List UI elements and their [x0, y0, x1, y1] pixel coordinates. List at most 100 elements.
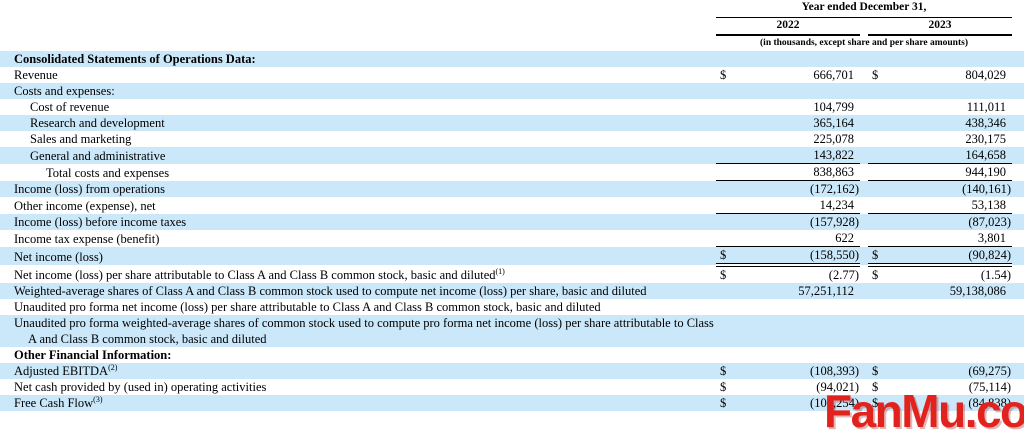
dollar-sign-2022: $ [720, 68, 727, 82]
table-row: Sales and marketing 225,078 230,175 [0, 131, 1024, 147]
row-end-pad [1012, 131, 1024, 147]
dollar-sign-2023 [868, 230, 892, 247]
table-row: Other income (expense), net 14,234 53,13… [0, 197, 1024, 214]
value-2022: 104,799 [813, 100, 854, 114]
row-label: Other Financial Information: [0, 347, 716, 363]
column-gap [860, 197, 868, 214]
units-note-row: (in thousands, except share and per shar… [0, 35, 1024, 51]
value-2023: (140,161) [892, 180, 1013, 197]
table-row: Research and development 365,164 438,346 [0, 115, 1024, 131]
table-row: Consolidated Statements of Operations Da… [0, 51, 1024, 67]
value-2022: 143,822 [740, 147, 860, 164]
column-gap [860, 115, 868, 131]
table-row: Cost of revenue 104,799 111,011 [0, 99, 1024, 115]
table-row: Weighted-average shares of Class A and C… [0, 283, 1024, 299]
row-label-text: Other income (expense), net [14, 198, 156, 213]
row-label-text: Weighted-average shares of Class A and C… [14, 284, 647, 298]
value-2023: 111,011 [966, 100, 1007, 114]
dollar-sign-2023: $ [872, 268, 879, 282]
value-2023: (84,838) [892, 395, 1013, 411]
row-label-text: Income tax expense (benefit) [14, 231, 160, 246]
dollar-sign-2023: $ [868, 363, 892, 379]
value-2023 [892, 83, 1013, 99]
row-label: Research and development [0, 115, 716, 131]
value-2022: 225,078 [813, 132, 854, 146]
row-label-text: Total costs and expenses [46, 165, 170, 180]
table-row: Unaudited pro forma weighted-average sha… [0, 315, 1024, 347]
column-gap [860, 83, 868, 99]
dollar-sign-2022 [716, 213, 740, 230]
column-gap [860, 315, 868, 347]
value-2022 [740, 299, 860, 315]
row-label: Income (loss) from operations [0, 180, 716, 197]
row-label-sup: (1) [495, 266, 505, 276]
row-end-pad [1012, 51, 1024, 67]
table-row: Costs and expenses: [0, 83, 1024, 99]
row-end-pad [1012, 347, 1024, 363]
row-end-pad [1012, 213, 1024, 230]
period-header-row: Year ended December 31, [0, 0, 1024, 18]
table-row: Income (loss) before income taxes (157,9… [0, 213, 1024, 230]
row-label-text: Net cash provided by (used in) operating… [14, 380, 267, 394]
row-label: General and administrative [0, 147, 716, 164]
column-gap [860, 164, 868, 181]
row-end-pad [1012, 180, 1024, 197]
table-row: General and administrative 143,822 164,6… [0, 147, 1024, 164]
financial-statements-section: Year ended December 31, 2022 2023 (in th… [0, 0, 1024, 411]
dollar-sign-2023 [868, 180, 892, 197]
row-label-text: Research and development [30, 116, 165, 130]
row-end-pad [1012, 315, 1024, 347]
value-2022: 14,234 [740, 197, 860, 214]
column-gap [860, 180, 868, 197]
row-label-text: Adjusted EBITDA [14, 364, 109, 378]
dollar-sign-2023 [868, 213, 892, 230]
column-gap [860, 51, 868, 67]
row-label-text: Other Financial Information: [14, 348, 172, 362]
table-row: Total costs and expenses 838,863 944,190 [0, 163, 1024, 181]
period-header: Year ended December 31, [716, 0, 1013, 18]
row-label-text: Consolidated Statements of Operations Da… [14, 52, 256, 66]
dollar-sign-2022: $ [720, 380, 727, 394]
value-2023: 53,138 [892, 197, 1013, 214]
value-2022 [740, 51, 860, 67]
row-label: Free Cash Flow(3) [0, 395, 716, 411]
watermark: FanMu.com [824, 385, 1024, 437]
row-end-pad [1012, 67, 1024, 83]
value-2023 [892, 51, 1013, 67]
dollar-sign-2022 [716, 163, 740, 181]
row-label-text: Cost of revenue [30, 100, 110, 114]
value-2023: 59,138,086 [892, 283, 1013, 299]
value-2023 [892, 315, 1013, 347]
row-label-text: Income (loss) from operations [14, 182, 166, 196]
row-label-text: Costs and expenses: [14, 84, 115, 98]
column-gap [860, 131, 868, 147]
column-gap [860, 299, 868, 315]
row-end-pad [1012, 283, 1024, 299]
row-label: Income tax expense (benefit) [0, 230, 716, 247]
row-label: Net cash provided by (used in) operating… [0, 379, 716, 395]
value-2022 [740, 83, 860, 99]
value-2023: 3,801 [892, 230, 1013, 247]
row-label: Weighted-average shares of Class A and C… [0, 283, 716, 299]
column-gap [860, 347, 868, 363]
row-label-sup: (2) [108, 363, 118, 372]
value-2023: (75,114) [968, 380, 1012, 394]
row-label-text: Sales and marketing [30, 132, 132, 146]
dollar-sign-2022 [716, 315, 740, 347]
row-end-pad [1012, 299, 1024, 315]
column-gap [860, 283, 868, 299]
dollar-sign-2023 [868, 347, 892, 363]
value-2022: (2.77) [828, 268, 859, 282]
dollar-sign-2022: $ [720, 268, 727, 282]
column-gap [860, 99, 868, 115]
value-2023: (69,275) [892, 363, 1013, 379]
dollar-sign-2023 [868, 131, 892, 147]
row-label: Adjusted EBITDA(2) [0, 363, 716, 379]
value-2022: (94,021) [816, 380, 859, 394]
dollar-sign-2023 [868, 315, 892, 347]
row-label: Consolidated Statements of Operations Da… [0, 51, 716, 67]
row-label-text: Unaudited pro forma weighted-average sha… [14, 316, 714, 346]
row-label-text: Net income (loss) [14, 250, 103, 264]
row-label: Total costs and expenses [0, 164, 716, 181]
dollar-sign-2023 [868, 99, 892, 115]
